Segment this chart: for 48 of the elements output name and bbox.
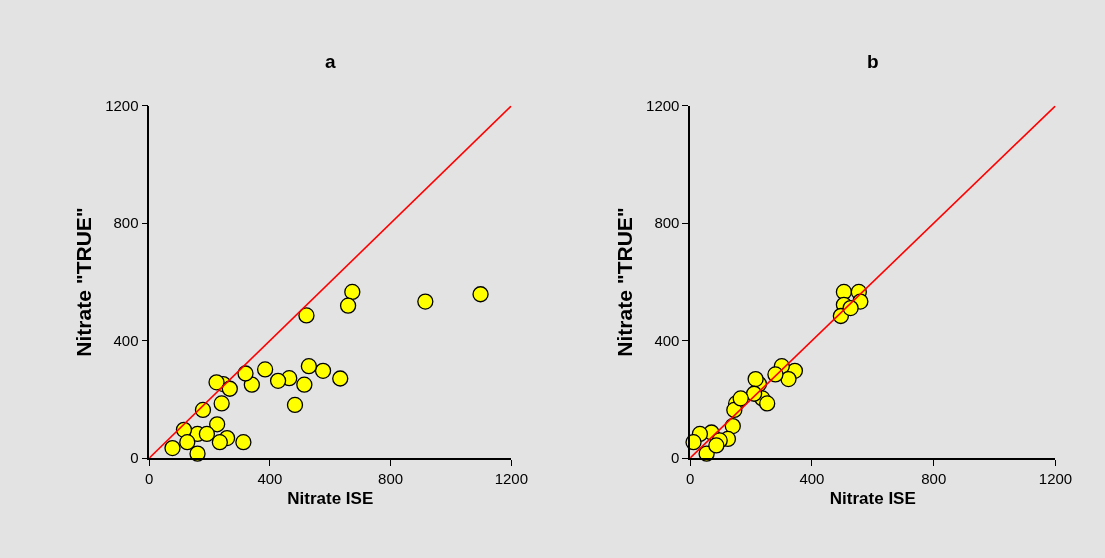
y-tick-label: 0 xyxy=(130,449,139,467)
chart-title: b xyxy=(867,51,879,72)
x-tick-label: 1200 xyxy=(1038,469,1073,487)
point xyxy=(472,286,489,303)
x-tick-label: 800 xyxy=(921,469,947,487)
x-tick-label: 400 xyxy=(799,469,825,487)
point xyxy=(708,437,725,454)
point xyxy=(164,439,181,457)
point xyxy=(780,370,797,388)
point xyxy=(211,434,229,451)
x-tick-label: 400 xyxy=(257,469,283,487)
point xyxy=(759,395,776,412)
y-tick-label: 800 xyxy=(654,214,680,232)
point xyxy=(221,380,238,397)
point xyxy=(747,370,764,388)
point xyxy=(417,293,434,310)
point xyxy=(732,390,749,407)
point xyxy=(209,416,226,433)
x-axis-title: Nitrate ISE xyxy=(829,488,916,508)
point xyxy=(269,372,287,389)
y-tick-label: 400 xyxy=(113,331,139,349)
y-tick-label: 0 xyxy=(671,449,680,467)
x-axis-title: Nitrate ISE xyxy=(287,488,374,508)
point xyxy=(208,374,225,391)
x-tick-label: 1200 xyxy=(494,469,528,487)
point xyxy=(298,307,315,324)
point xyxy=(235,434,252,451)
point xyxy=(296,376,313,393)
point xyxy=(314,362,332,379)
point xyxy=(339,297,357,314)
point xyxy=(198,425,216,443)
point xyxy=(286,396,304,414)
x-tick-label: 0 xyxy=(686,469,695,487)
y-tick-label: 800 xyxy=(113,214,139,232)
point xyxy=(332,370,349,387)
point xyxy=(256,361,274,378)
point xyxy=(213,395,230,412)
point xyxy=(300,358,318,375)
x-tick-label: 800 xyxy=(378,469,404,487)
y-tick-label: 400 xyxy=(654,331,680,349)
y-tick-label: 1200 xyxy=(646,97,680,115)
y-axis-title: Nitrate "TRUE" xyxy=(612,207,636,357)
x-tick-label: 0 xyxy=(145,469,154,487)
point xyxy=(344,283,361,301)
y-axis-title: Nitrate "TRUE" xyxy=(71,207,95,357)
y-tick-label: 1200 xyxy=(105,97,139,115)
chart-title: a xyxy=(325,51,336,72)
point xyxy=(179,434,196,451)
